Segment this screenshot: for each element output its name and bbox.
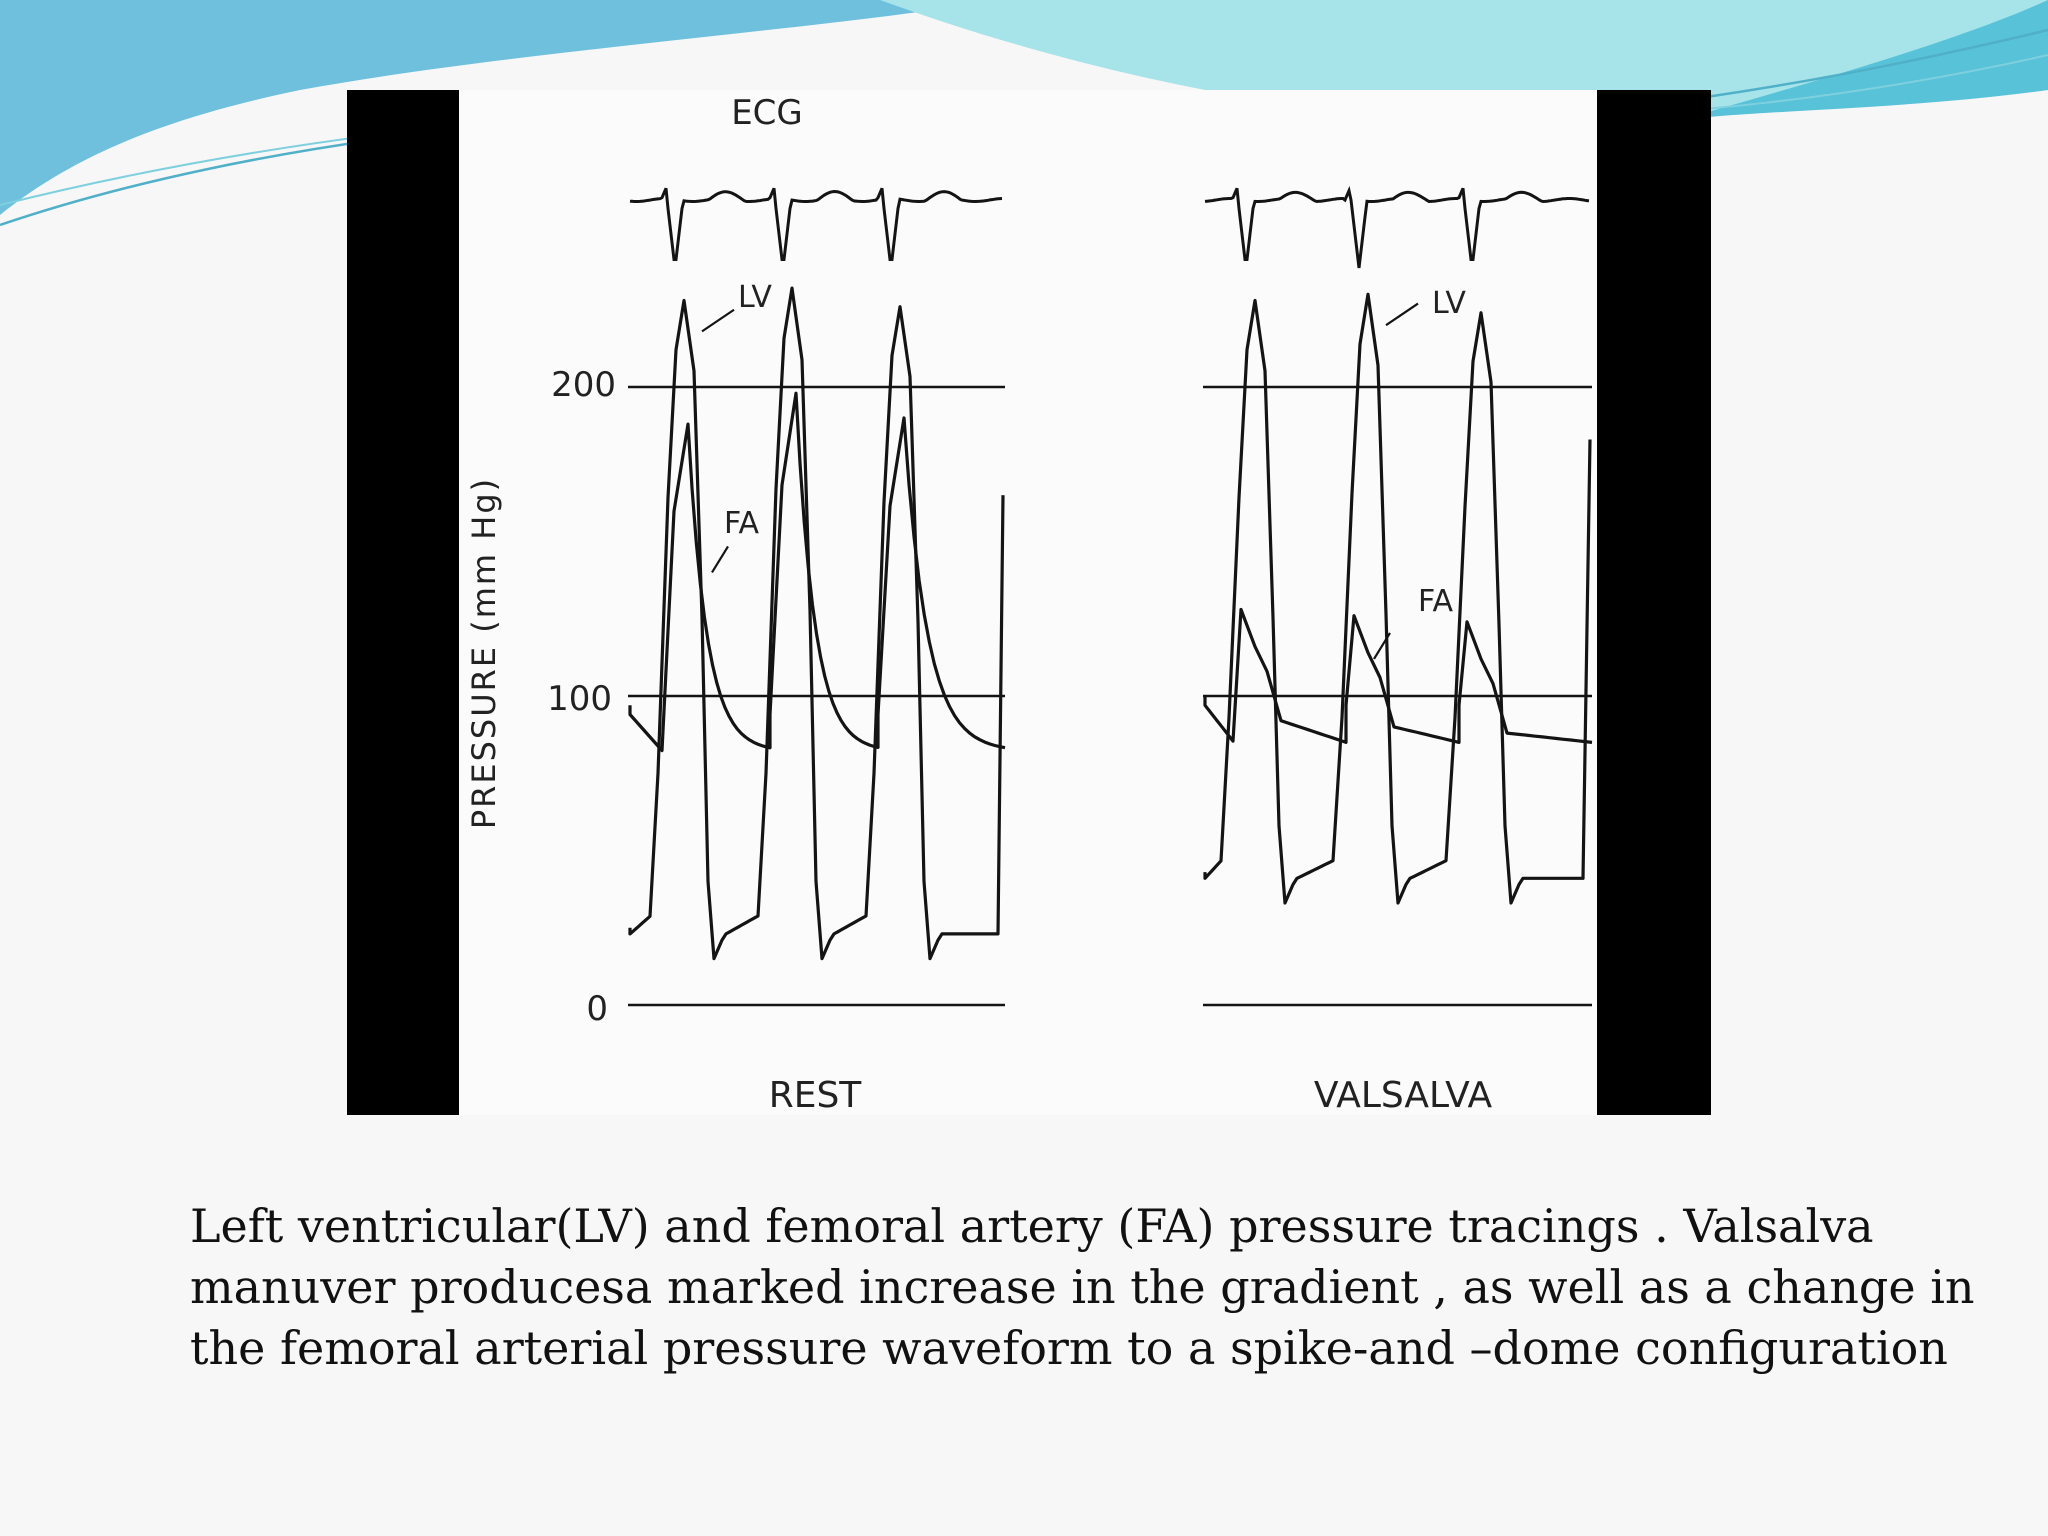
y-tick-label-200: 200 xyxy=(551,365,616,405)
lv-pressure-trace-rest xyxy=(628,286,1005,961)
lv-pointer-arrow-rest xyxy=(701,308,735,333)
lv-pressure-trace-valsalva xyxy=(1203,292,1592,905)
valsalva-fa-annotation: FA xyxy=(1418,584,1454,619)
panel-label-valsalva: VALSALVA xyxy=(1314,1075,1493,1116)
panel-label-rest: REST xyxy=(769,1075,863,1116)
caption-line-1: Left ventricular(LV) and femoral artery … xyxy=(190,1199,1874,1253)
y-tick-label-100: 100 xyxy=(547,679,612,719)
fa-pointer-arrow-valsalva xyxy=(1373,632,1391,660)
wave-light xyxy=(880,0,2048,126)
ecg-label: ECG xyxy=(731,93,803,133)
valsalva-lv-annotation: LV xyxy=(1432,286,1466,321)
wave-dark xyxy=(0,0,1000,215)
figure-panel-background xyxy=(459,90,1597,1115)
ecg-trace-rest xyxy=(629,187,1003,261)
lv-pointer-arrow-valsalva xyxy=(1385,302,1419,327)
fa-pointer-arrow-rest xyxy=(711,545,729,573)
rest-fa-annotation: FA xyxy=(724,506,760,541)
fa-pressure-trace-valsalva xyxy=(1203,607,1593,744)
fa-pressure-trace-rest xyxy=(628,391,1006,753)
caption-line-3: the femoral arterial pressure waveform t… xyxy=(190,1321,1948,1375)
y-tick-labels: 0 100 200 xyxy=(547,365,616,1029)
caption-line-2: manuver producesa marked increase in the… xyxy=(190,1260,1975,1314)
y-axis-title: PRESSURE (mm Hg) xyxy=(465,477,503,829)
rest-lv-annotation: LV xyxy=(738,280,772,315)
ecg-trace-valsalva xyxy=(1204,185,1590,269)
right-black-bar xyxy=(1597,90,1711,1115)
wave-mid xyxy=(1680,0,2048,120)
trace-layer xyxy=(628,185,1593,1007)
left-black-bar xyxy=(347,90,459,1115)
pressure-tracing-figure: ECG PRESSURE (mm Hg) 0 100 200 REST VALS… xyxy=(347,90,1711,1116)
slide-caption: Left ventricular(LV) and femoral artery … xyxy=(190,1196,1975,1379)
y-tick-label-0: 0 xyxy=(586,989,608,1029)
